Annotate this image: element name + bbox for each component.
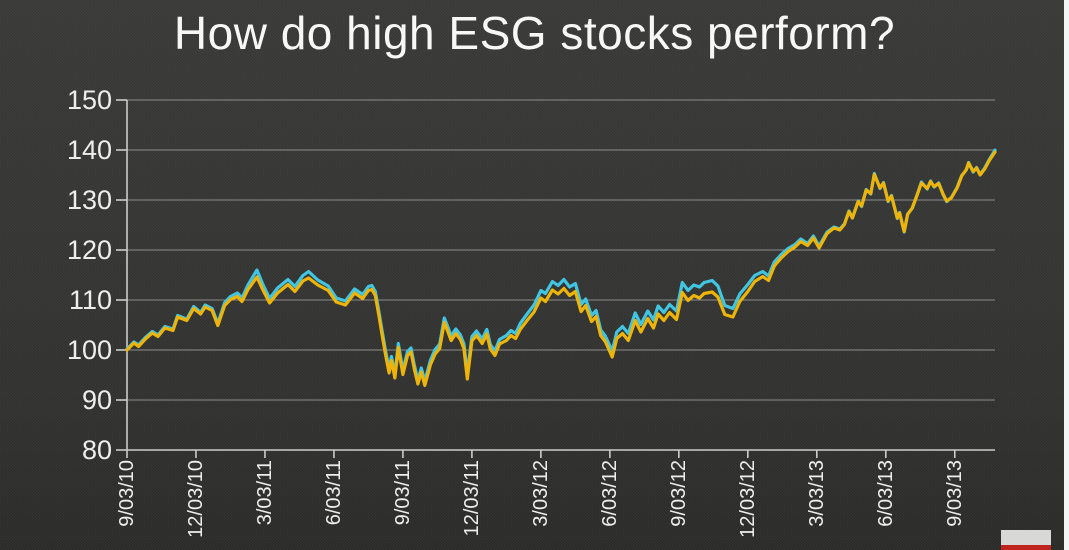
x-axis-label: 12/03/10 bbox=[184, 460, 207, 538]
video-watermark bbox=[1001, 530, 1051, 550]
y-axis-label: 120 bbox=[66, 235, 112, 265]
right-edge-strip bbox=[1064, 0, 1069, 550]
watermark-red-stripe bbox=[1001, 545, 1051, 550]
cyan-line bbox=[125, 148, 997, 383]
x-axis-label: 9/03/13 bbox=[943, 460, 966, 527]
y-axis-label: 130 bbox=[66, 185, 112, 215]
y-axis-label: 90 bbox=[81, 385, 112, 415]
x-axis-label: 9/03/10 bbox=[116, 460, 138, 527]
x-axis-label: 12/03/12 bbox=[736, 460, 759, 538]
y-axis-label: 140 bbox=[66, 135, 112, 165]
x-axis-label: 12/03/11 bbox=[460, 460, 483, 537]
y-axis-label: 80 bbox=[81, 435, 112, 465]
x-axis-label: 9/03/12 bbox=[667, 460, 690, 527]
x-axis-label: 3/03/11 bbox=[253, 460, 276, 526]
x-axis-label: 3/03/13 bbox=[805, 460, 828, 527]
y-axis-label: 100 bbox=[66, 335, 112, 365]
x-axis-label: 9/03/11 bbox=[391, 460, 414, 526]
yellow-line bbox=[125, 150, 997, 388]
x-axis-label: 6/03/13 bbox=[874, 460, 897, 527]
y-axis-label: 150 bbox=[66, 85, 112, 115]
x-axis-label: 6/03/12 bbox=[598, 460, 621, 527]
chart-title: How do high ESG stocks perform? bbox=[173, 7, 896, 59]
x-axis-label: 6/03/11 bbox=[322, 460, 345, 526]
x-axis-label: 3/03/12 bbox=[529, 460, 552, 527]
y-axis-label: 110 bbox=[68, 285, 112, 315]
